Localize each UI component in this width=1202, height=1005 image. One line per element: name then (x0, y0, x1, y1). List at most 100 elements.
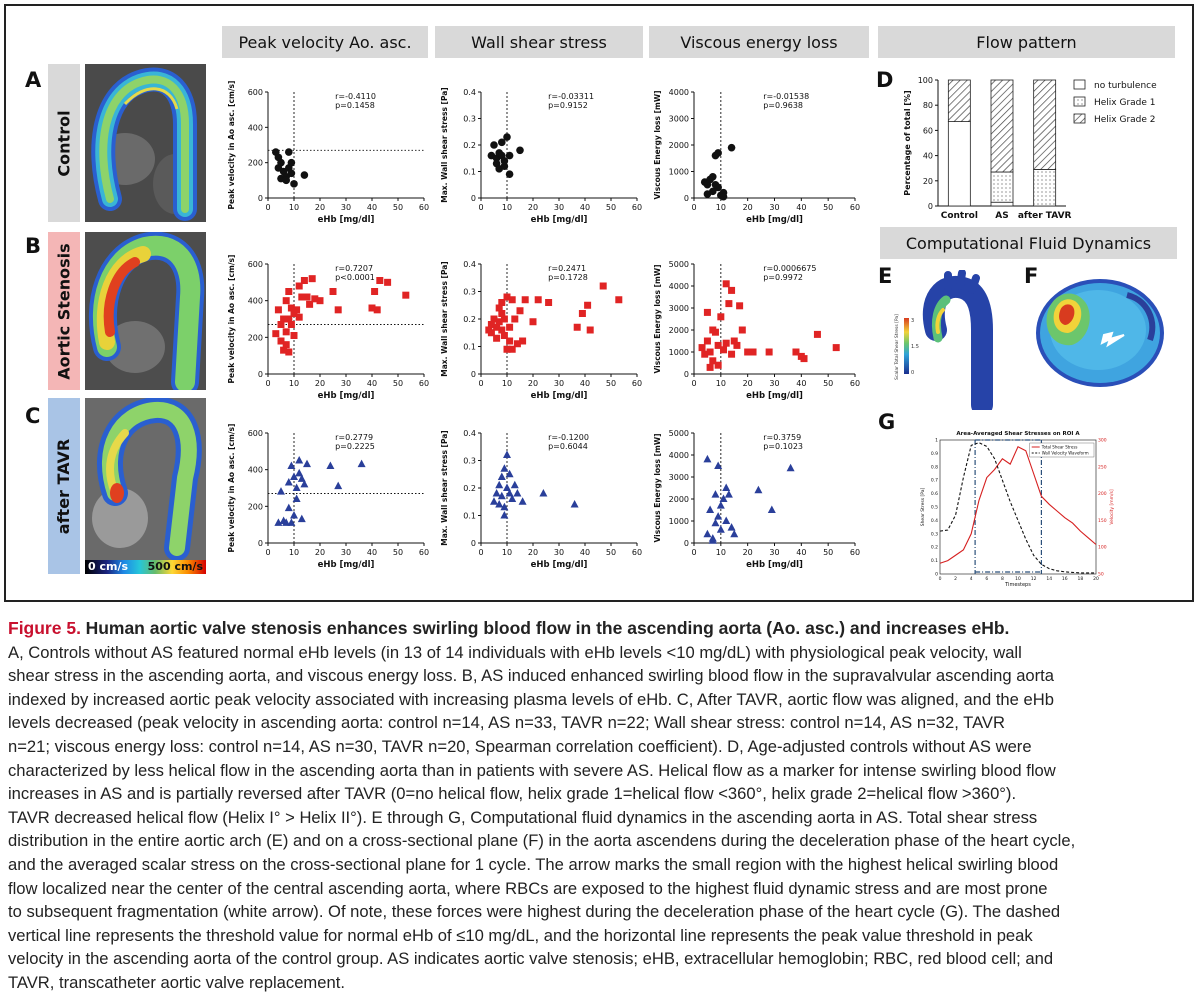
data-point (511, 315, 519, 323)
data-point (495, 480, 504, 489)
y-axis-label: Percentage of total [%] (903, 90, 912, 195)
annot-p-value: p=0.6044 (548, 442, 588, 451)
x-tick-label: 50 (393, 548, 403, 557)
data-point (510, 480, 519, 489)
data-point (706, 348, 714, 356)
x-tick-label: 10 (502, 203, 512, 212)
legend-label: Total Shear Stress (1041, 445, 1078, 450)
y-tick-label: 200 (248, 502, 263, 511)
data-point (513, 489, 522, 497)
x-axis-label: eHb [mg/dl] (746, 391, 803, 401)
x-tick-label: 40 (580, 379, 590, 388)
data-point (329, 288, 337, 295)
data-point (545, 299, 553, 306)
y-tick-label: 0 (684, 194, 689, 203)
caption-line-4: levels decreased (peak velocity in ascen… (8, 713, 1005, 733)
data-point (505, 489, 514, 497)
annot-p-value: p<0.0001 (335, 273, 375, 282)
data-point (503, 483, 511, 491)
y-tick-label: 400 (248, 123, 263, 132)
x-tick-label: 20 (315, 548, 325, 557)
annot-r-value: r=-0.03311 (548, 92, 594, 101)
data-point (277, 487, 285, 495)
row-label-as-text: Aortic Stenosis (54, 242, 74, 380)
x-tick-label: 60 (850, 548, 860, 557)
data-point (500, 511, 509, 519)
data-point (711, 328, 719, 336)
y2-tick-label: 300 (1098, 438, 1107, 444)
annot-p-value: p=0.9152 (548, 101, 588, 110)
y2-axis-label: Velocity [mm/s] (1109, 489, 1115, 524)
x-tick-label: 50 (606, 379, 616, 388)
data-point (513, 340, 521, 348)
row-label-after-tavr: after TAVR (48, 398, 80, 574)
annot-p-value: p=0.1728 (548, 273, 588, 282)
plot-c-wss: 0 10 20 30 40 50 60 0 0.1 0.2 0.3 0.4 eHb [mg/dl] Max… (435, 425, 645, 571)
x-axis-label: eHb [mg/dl] (318, 560, 375, 570)
y-tick-label: 0 (935, 572, 938, 578)
data-point (293, 306, 301, 314)
x-tick-label: 30 (341, 379, 351, 388)
legend-label: Helix Grade 2 (1094, 115, 1156, 125)
data-point (516, 307, 524, 315)
x-tick-label: 20 (743, 203, 753, 212)
y-tick-label: 20 (923, 177, 933, 186)
data-point (292, 494, 301, 502)
x-tick-label: 20 (528, 548, 538, 557)
x-tick-label: 2 (954, 576, 957, 582)
data-point (767, 505, 776, 513)
data-point (578, 310, 586, 317)
data-point (282, 176, 290, 185)
y-tick-label: 0.1 (463, 343, 476, 352)
plot-b-wss: 0 10 20 30 40 50 60 0 0.1 0.2 0.3 0.4 eHb [mg/dl] Max… (435, 256, 645, 402)
data-point (534, 296, 542, 304)
x-tick-label: 60 (850, 379, 860, 388)
x-tick-label: 30 (554, 379, 564, 388)
x-tick-label: 60 (419, 203, 429, 212)
x-tick-label: 50 (393, 203, 403, 212)
data-point (287, 518, 296, 526)
y-tick-label: 0.8 (931, 464, 938, 470)
data-point (708, 536, 717, 544)
x-tick-label: 10 (289, 379, 299, 388)
legend-swatch (1073, 113, 1086, 124)
data-point (508, 494, 517, 502)
data-point (500, 315, 508, 323)
x-category-label: after TAVR (1018, 211, 1072, 221)
data-point (295, 468, 304, 477)
y-tick-label: 0.4 (463, 429, 476, 438)
data-point (295, 282, 303, 290)
x-tick-label: 10 (716, 548, 726, 557)
y-tick-label: 0.1 (463, 168, 476, 177)
data-point (495, 500, 504, 508)
data-point (282, 341, 290, 349)
data-point (373, 306, 381, 314)
x-tick-label: 50 (823, 203, 833, 212)
data-point (706, 363, 714, 371)
cfd-scale-label: Scalar Total Shear Stress [Pa] (894, 314, 900, 380)
x-category-label: AS (995, 211, 1008, 221)
y-tick-label: 0.3 (463, 288, 476, 297)
x-tick-label: 30 (554, 548, 564, 557)
white-arrow-icon (1100, 331, 1125, 348)
data-point (584, 301, 592, 309)
data-point (274, 306, 282, 314)
y-axis-label: Max. Wall shear stress [Pa] (440, 430, 449, 546)
bar-segment (990, 201, 1014, 207)
header-cfd: Computational Fluid Dynamics (880, 227, 1177, 259)
caption-line-7: increases in AS and is partially reverse… (8, 784, 1017, 804)
plot-c-energy-loss: 0 10 20 30 40 50 60 0 1000 2000 3000 4000 5000 eHb [m… (648, 425, 863, 571)
bar-segment (947, 79, 971, 122)
y-tick-label: 1000 (669, 517, 689, 526)
legend-label: no turbulence (1094, 81, 1157, 91)
y-tick-label: 100 (918, 76, 933, 85)
x-axis-label: eHb [mg/dl] (746, 215, 803, 225)
data-point (300, 171, 309, 179)
y-tick-label: 0.4 (463, 88, 476, 97)
data-point (599, 282, 607, 290)
data-point (698, 344, 706, 352)
x-tick-label: 0 (691, 548, 696, 557)
data-point (311, 295, 319, 303)
y-axis-label: Viscous Energy loss [mW] (653, 264, 662, 373)
x-tick-label: 50 (393, 379, 403, 388)
